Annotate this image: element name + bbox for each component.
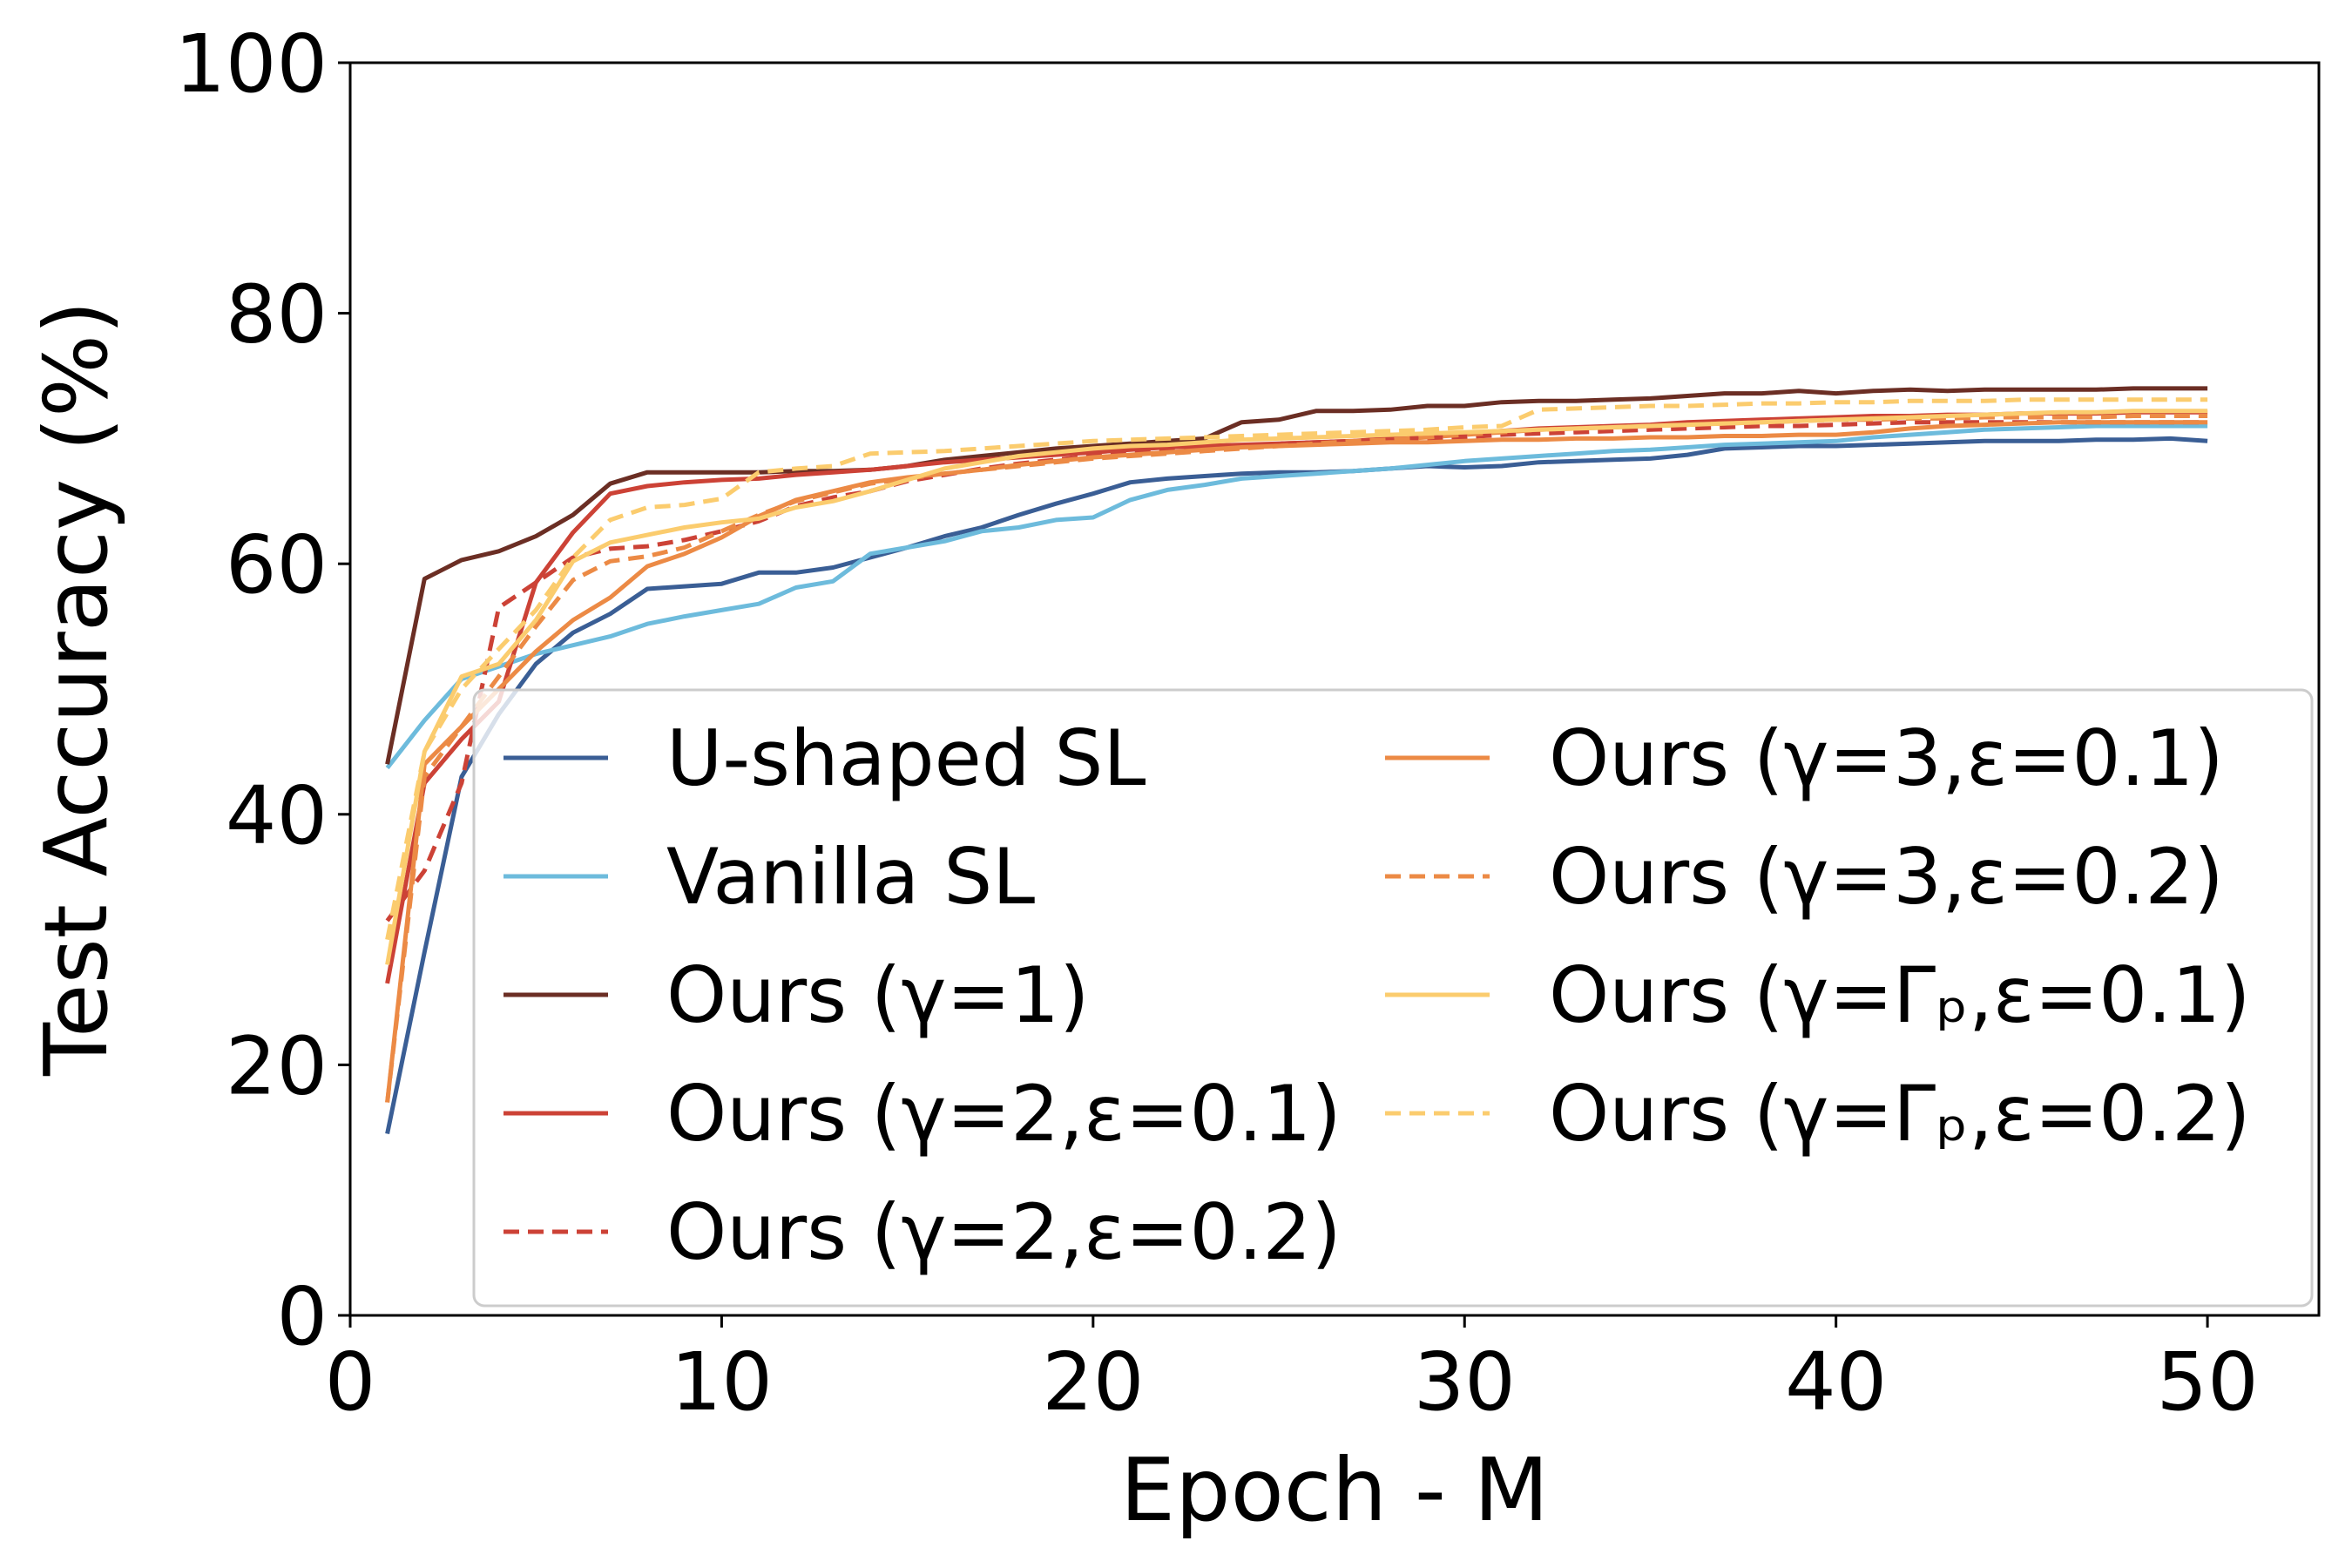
legend-entry: U-shaped SL	[504, 713, 1146, 803]
legend-label: Ours (γ=2,ε=0.1)	[666, 1069, 1342, 1159]
legend-label: Ours (γ=3,ε=0.2)	[1549, 832, 2224, 922]
series-line-1	[385, 423, 2208, 770]
legend-label: Ours (γ=1)	[666, 950, 1090, 1040]
series-line-0	[385, 436, 2208, 1135]
x-axis-title: Epoch - M	[1120, 1439, 1549, 1541]
legend-label: Ours (γ=Γₚ,ε=0.1)	[1549, 950, 2250, 1040]
x-tick-label: 20	[1042, 1335, 1144, 1429]
series-line-2	[385, 386, 2208, 765]
x-tick-label: 30	[1414, 1335, 1516, 1429]
x-tick-label: 10	[671, 1335, 773, 1429]
legend-label: Ours (γ=2,ε=0.2)	[666, 1187, 1342, 1277]
legend-entry: Ours (γ=3,ε=0.2)	[1385, 832, 2224, 922]
legend-label: Vanilla SL	[666, 832, 1035, 922]
legend-entry: Ours (γ=Γₚ,ε=0.2)	[1385, 1069, 2250, 1159]
x-tick-label: 0	[325, 1335, 376, 1429]
plot-area	[348, 61, 2321, 1317]
y-tick-label: 80	[226, 268, 328, 362]
legend-entry: Ours (γ=2,ε=0.1)	[504, 1069, 1342, 1159]
legend-entry: Ours (γ=1)	[504, 950, 1090, 1040]
legend-box	[472, 688, 2314, 1308]
y-tick-label: 100	[174, 17, 328, 111]
x-tick-label: 40	[1785, 1335, 1887, 1429]
legend-label: Ours (γ=Γₚ,ε=0.2)	[1549, 1069, 2250, 1159]
y-tick-label: 0	[276, 1270, 328, 1363]
y-tick-label: 20	[226, 1019, 328, 1112]
legend-entry: Ours (γ=Γₚ,ε=0.1)	[1385, 950, 2250, 1040]
series-line-7	[385, 409, 2208, 965]
x-tick-label: 50	[2157, 1335, 2259, 1429]
series-line-4	[385, 420, 2208, 923]
plot-frame	[348, 61, 2321, 1317]
series-line-8	[385, 397, 2208, 941]
y-axis-title: Test Accuracy (%)	[25, 301, 127, 1077]
legend-entry: Ours (γ=2,ε=0.2)	[504, 1187, 1342, 1277]
y-tick-label: 40	[226, 769, 328, 862]
legend: U-shaped SL Vanilla SL Ours (γ=1) Ours (γ=2…	[472, 688, 2314, 1308]
legend-label: U-shaped SL	[666, 713, 1146, 803]
y-axis-ticks: 0 20 40 60 80 100	[174, 17, 350, 1363]
x-axis-ticks: 0 10 20 30 40 50	[325, 1315, 2259, 1429]
series-line-6	[385, 414, 2208, 1103]
y-tick-label: 60	[226, 518, 328, 612]
legend-entry: Ours (γ=3,ε=0.1)	[1385, 713, 2224, 803]
legend-label: Ours (γ=3,ε=0.1)	[1549, 713, 2224, 803]
legend-entry: Vanilla SL	[504, 832, 1035, 922]
